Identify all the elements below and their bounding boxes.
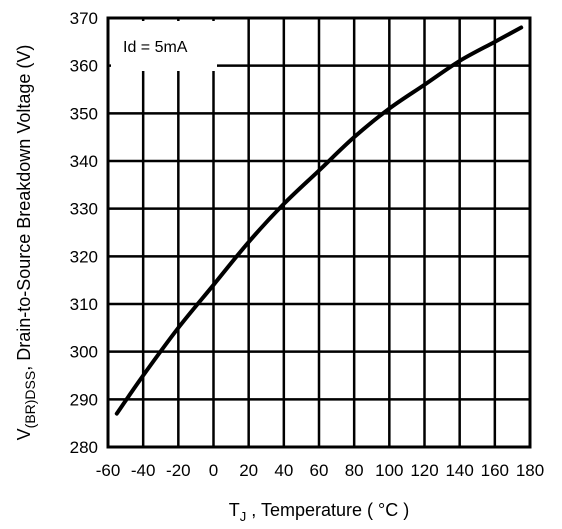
x-tick-label: 180 xyxy=(516,461,544,480)
y-tick-label: 350 xyxy=(70,104,98,123)
y-tick-label: 290 xyxy=(70,390,98,409)
y-axis-title-rest: , Drain-to-Source Breakdown Voltage (V) xyxy=(14,45,34,371)
x-axis-title: TJ , Temperature ( °C ) xyxy=(229,500,409,524)
x-tick-label: 100 xyxy=(375,461,403,480)
y-tick-label: 340 xyxy=(70,152,98,171)
y-axis-title-main: V xyxy=(14,428,34,440)
plot-frame xyxy=(106,16,532,449)
chart-grid xyxy=(106,16,532,449)
x-tick-label: 80 xyxy=(345,461,364,480)
y-tick-label: 300 xyxy=(70,343,98,362)
y-tick-label: 330 xyxy=(70,200,98,219)
x-axis-title-sub: J xyxy=(240,509,247,524)
annotation-box xyxy=(111,21,217,71)
y-tick-label: 370 xyxy=(70,9,98,28)
x-tick-label: -60 xyxy=(96,461,121,480)
x-tick-label: 120 xyxy=(410,461,438,480)
y-tick-label: 360 xyxy=(70,57,98,76)
x-tick-label: 140 xyxy=(445,461,473,480)
x-tick-label: 20 xyxy=(239,461,258,480)
y-axis-title: V(BR)DSS, Drain-to-Source Breakdown Volt… xyxy=(14,45,38,441)
y-axis-title-sub: (BR)DSS xyxy=(22,371,38,429)
x-tick-label: 0 xyxy=(209,461,218,480)
x-tick-label: -40 xyxy=(131,461,156,480)
x-axis-title-main: T xyxy=(229,500,240,520)
x-tick-label: -20 xyxy=(166,461,191,480)
annotation-label: Id = 5mA xyxy=(123,39,188,56)
series-line xyxy=(114,25,524,416)
x-tick-label: 160 xyxy=(481,461,509,480)
y-tick-label: 310 xyxy=(70,295,98,314)
y-tick-label: 320 xyxy=(70,247,98,266)
y-tick-label: 280 xyxy=(70,438,98,457)
tick-labels: -60 -40 -20 0 20 40 60 80 100 120 140 160 180 280 290 3… xyxy=(70,9,545,480)
x-axis-title-rest: , Temperature ( °C ) xyxy=(246,500,409,520)
x-tick-label: 60 xyxy=(310,461,329,480)
x-tick-label: 40 xyxy=(274,461,293,480)
